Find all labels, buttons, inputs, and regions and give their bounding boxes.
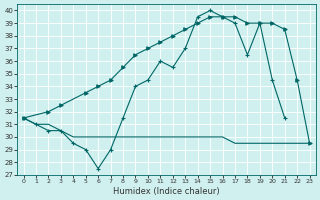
X-axis label: Humidex (Indice chaleur): Humidex (Indice chaleur) xyxy=(113,187,220,196)
